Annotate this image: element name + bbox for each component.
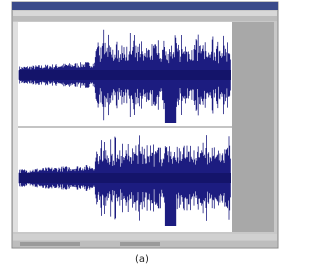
ruler xyxy=(13,22,18,232)
status-field xyxy=(20,242,80,246)
caption: (a) xyxy=(135,254,149,265)
wave-core xyxy=(19,70,231,80)
transport-bar[interactable] xyxy=(13,234,277,240)
wave-core xyxy=(19,173,231,183)
side-panel xyxy=(232,22,274,232)
status-field xyxy=(120,242,160,246)
title-bar xyxy=(12,2,278,10)
screenshot: (a) xyxy=(0,0,285,268)
menu-bar[interactable] xyxy=(13,11,277,16)
toolbar[interactable] xyxy=(13,16,277,21)
